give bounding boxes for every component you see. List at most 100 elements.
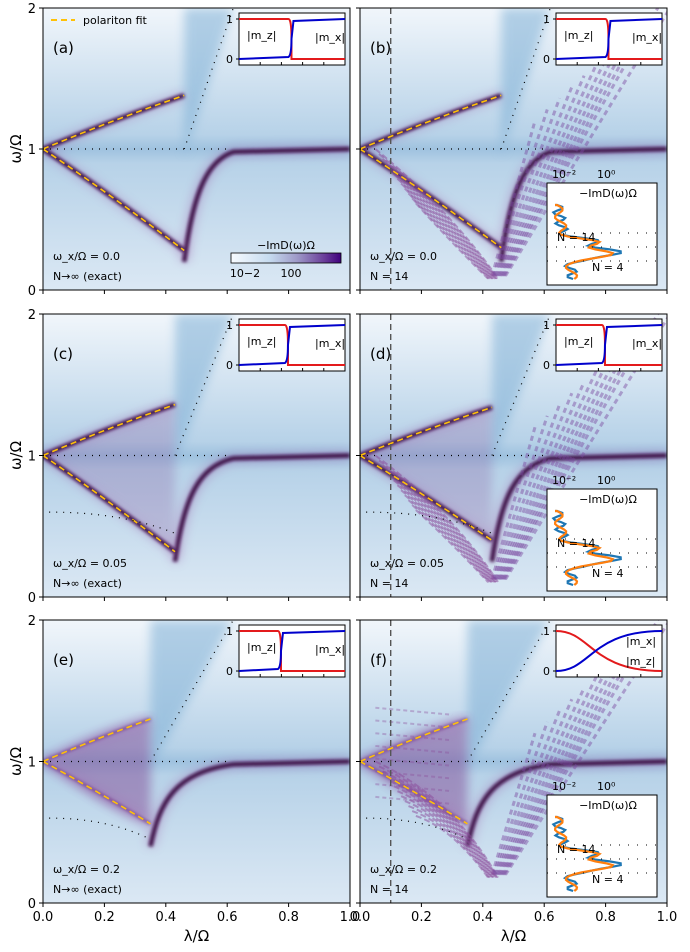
finite-n-cone-band (498, 664, 610, 876)
finite-n-cone-band (500, 335, 635, 581)
inset-label: |m_x| (315, 337, 345, 350)
x-tick-label: 0.0 (350, 910, 371, 925)
spectrum-title: −ImD(ω)Ω (579, 799, 637, 812)
inset-label: |m_z| (247, 335, 276, 348)
finite-n-band (404, 187, 492, 280)
finite-n-band (385, 469, 497, 583)
polariton-fit-lower (43, 760, 151, 825)
finite-n-cone-band (494, 392, 574, 580)
y-tick-label: 2 (28, 308, 36, 323)
finite-n-band (389, 780, 496, 879)
colorbar-label: −ImD(ω)Ω (257, 239, 315, 252)
x-tick-label: 0.8 (595, 910, 616, 925)
finite-n-band (393, 785, 495, 879)
spectrum-x-tick-label: 10⁻² (552, 474, 576, 487)
cone-region (501, 8, 551, 157)
panel-f: 0.0 0.2 0.4 0.6 0.8 1.0 λ/Ω (f) ω_x/Ω = 0.2 N = 1… (350, 619, 677, 945)
flat-branch (465, 759, 667, 847)
inset-label: |m_z| (564, 29, 593, 42)
finite-n-cone-band (496, 369, 598, 580)
spectrum-x-tick-label: 10⁻² (552, 168, 576, 181)
flat-branch (172, 453, 350, 562)
finite-n-cone-band (493, 404, 561, 580)
omega-x-annotation: ω_x/Ω = 0.0 (370, 250, 437, 263)
panel-label: (b) (370, 39, 391, 57)
finite-n-level (375, 719, 453, 729)
polariton-fit-upper (360, 94, 502, 150)
inset-y-tick-label: 0 (226, 53, 233, 66)
flat-branch (498, 146, 667, 263)
finite-n-cone-band (495, 75, 586, 277)
finite-n-cone-band (499, 41, 623, 277)
finite-n-cone-band (504, 316, 667, 581)
finite-n-cone-band (491, 721, 549, 876)
y-axis-label: ω/Ω (7, 441, 25, 470)
inset-label: |m_x| (315, 643, 345, 656)
n14-label: N = 14 (557, 231, 595, 244)
magnetization-inset: 0 1 |m_x| |m_z| (543, 624, 663, 678)
x-tick-label: 0.2 (94, 910, 115, 925)
finite-n-band (411, 504, 490, 583)
colorbar-tick-label: 100 (281, 267, 302, 280)
spectrum-x-tick-label: 10⁰ (597, 780, 616, 793)
finite-n-cone-band (501, 324, 647, 581)
polariton-fit-lower (360, 454, 493, 542)
flat-branch (181, 146, 350, 263)
n4-label: N = 4 (592, 261, 623, 274)
inset-label: |m_x| (632, 337, 662, 350)
panel-c: 0 1 2 ω/Ω (c) ω_x/Ω = 0.05 N→∞ (exact) 0 1 |m_z| |… (7, 308, 351, 606)
omega-x-annotation: ω_x/Ω = 0.2 (370, 863, 437, 876)
finite-n-cone-band (490, 732, 537, 876)
mx-curve (555, 18, 663, 60)
mx-curve (238, 630, 346, 672)
panel-label: (e) (53, 651, 74, 669)
spectrum-x-tick-label: 10⁰ (597, 168, 616, 181)
n-annotation: N = 14 (370, 883, 408, 896)
legend: polariton fit (51, 14, 148, 27)
spectrum-title: −ImD(ω)Ω (579, 187, 637, 200)
x-tick-label: 0.2 (411, 910, 432, 925)
n14-curve (553, 509, 615, 586)
panel-label: (f) (370, 651, 387, 669)
panel-a: 0 1 2 ω/Ω (a) ω_x/Ω = 0.0 N→∞ (exact) 0 1 |m_z| |m… (7, 2, 351, 299)
finite-n-cone-band (491, 109, 549, 277)
finite-n-band (404, 800, 492, 879)
finite-n-level (375, 770, 453, 780)
polariton-fit-lower (360, 760, 468, 825)
inset-y-tick-label: 1 (226, 13, 233, 26)
finite-n-band (407, 192, 491, 280)
spectrum-x-tick-label: 10⁰ (597, 474, 616, 487)
finite-n-level (375, 783, 453, 793)
finite-n-level (375, 732, 453, 742)
flat-branch (148, 759, 350, 847)
colorbar-bar (230, 252, 342, 264)
spectrum-x-tick-label: 10⁻² (552, 780, 576, 793)
y-tick-label: 0 (28, 591, 36, 606)
panel-b: (b) ω_x/Ω = 0.0 N = 14 0 1 |m_z| |m_x| 10⁻² 10⁰ −… (356, 7, 668, 294)
inset-y-tick-label: 1 (543, 13, 550, 26)
inset-label: |m_z| (247, 29, 276, 42)
finite-n-cone-band (496, 63, 598, 277)
finite-n-cone-band (496, 675, 598, 876)
x-axis-label: λ/Ω (184, 927, 209, 945)
finite-n-band (382, 158, 498, 280)
finite-n-band (374, 148, 499, 280)
y-tick-label: 1 (28, 450, 36, 465)
y-axis-label: ω/Ω (7, 134, 25, 163)
x-tick-label: 1.0 (340, 910, 361, 925)
mx-curve (238, 18, 346, 60)
n14-label: N = 14 (557, 843, 595, 856)
panel-label: (a) (53, 39, 74, 57)
polariton-fit-lower (360, 148, 502, 249)
spectrum-title: −ImD(ω)Ω (579, 493, 637, 506)
inset-y-tick-label: 0 (226, 359, 233, 372)
finite-n-band (415, 815, 489, 879)
polariton-fit-lower (43, 454, 176, 553)
polariton-fit-upper (43, 718, 151, 763)
finite-n-cone-band (494, 86, 574, 277)
inset-label: |m_x| (626, 635, 656, 648)
magnetization-inset: 0 1 |m_z| |m_x| (226, 12, 346, 66)
finite-n-cone-band (493, 710, 561, 876)
omega-x-annotation: ω_x/Ω = 0.05 (53, 557, 127, 570)
inset-label: |m_z| (247, 641, 276, 654)
